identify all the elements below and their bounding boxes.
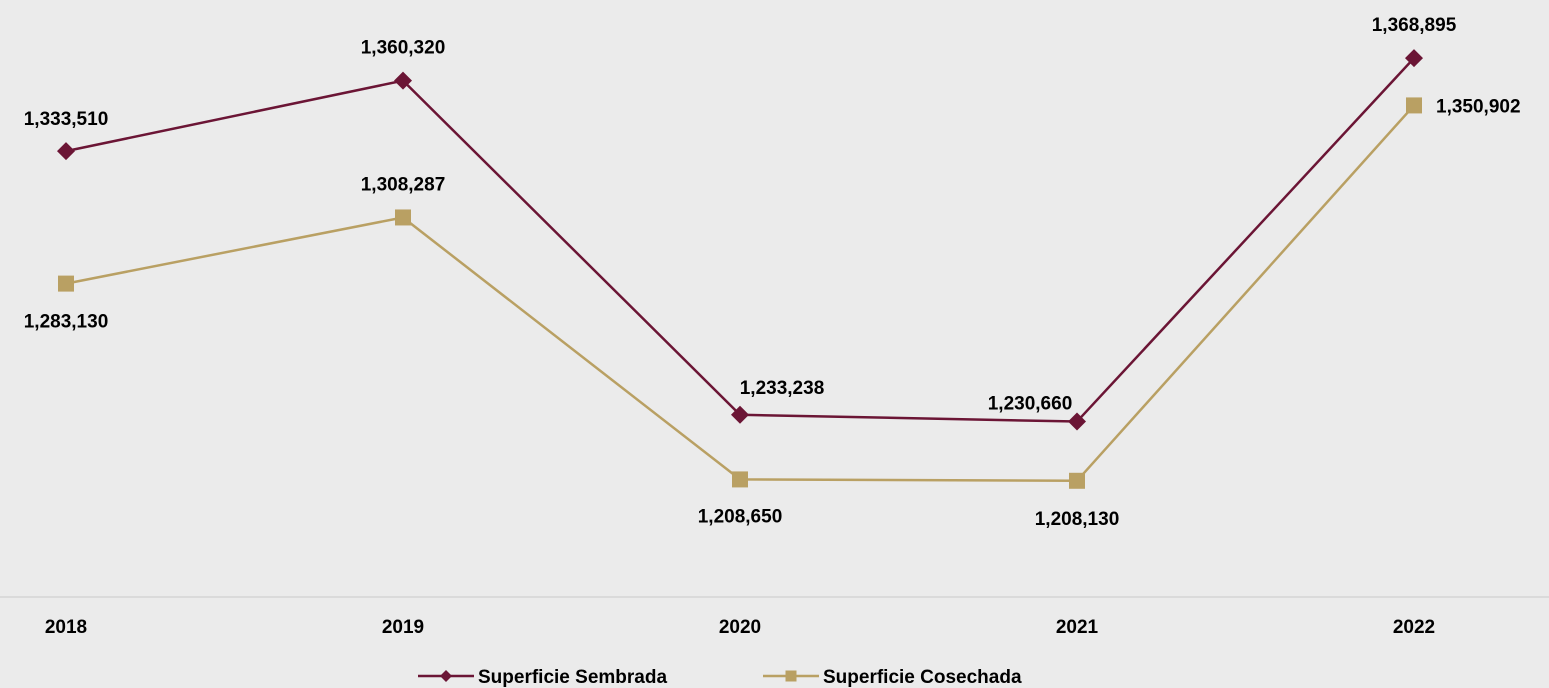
series-1-point-1 (395, 209, 411, 226)
data-label-s1-p4: 1,350,902 (1436, 96, 1521, 117)
x-tick-label-4: 2022 (1393, 617, 1435, 638)
data-label-s1-p0: 1,283,130 (24, 312, 109, 333)
series-line-0 (65, 57, 1415, 423)
x-tick-label-0: 2018 (45, 617, 87, 638)
legend: Superficie Sembrada Superficie Cosechada (418, 667, 1022, 688)
legend-label-0: Superficie Sembrada (478, 667, 667, 688)
series-1-point-2 (732, 471, 748, 488)
series-1-point-4 (1406, 97, 1422, 114)
data-label-s0-p0: 1,333,510 (24, 109, 109, 130)
data-label-s0-p2: 1,233,238 (740, 378, 825, 399)
legend-label-1: Superficie Cosechada (823, 667, 1022, 688)
data-label-s1-p3: 1,208,130 (1035, 509, 1120, 530)
series-0-point-1 (394, 71, 412, 90)
x-tick-label-2: 2020 (719, 617, 761, 638)
legend-marker-1 (785, 670, 797, 682)
series-0-point-0 (57, 142, 75, 161)
series-line-1 (65, 104, 1415, 483)
data-label-s1-p1: 1,308,287 (361, 174, 446, 195)
series-0-point-3 (1068, 412, 1086, 431)
series-1-point-3 (1069, 472, 1085, 489)
x-tick-label-3: 2021 (1056, 617, 1099, 638)
series-1-point-0 (58, 275, 74, 292)
x-tick-label-1: 2019 (382, 617, 424, 638)
data-label-s0-p1: 1,360,320 (361, 38, 446, 59)
data-labels: 1,333,510 1,360,320 1,233,238 1,230,660 1,36… (24, 15, 1521, 530)
series-0-point-4 (1405, 49, 1423, 68)
series-0-point-2 (731, 405, 749, 424)
data-label-s0-p4: 1,368,895 (1372, 15, 1457, 36)
series-layer (57, 49, 1423, 489)
legend-marker-0 (440, 670, 452, 682)
data-label-s1-p2: 1,208,650 (698, 506, 783, 527)
x-axis-ticks: 2018 2019 2020 2021 2022 (45, 617, 1435, 638)
data-label-s0-p3: 1,230,660 (988, 394, 1073, 415)
